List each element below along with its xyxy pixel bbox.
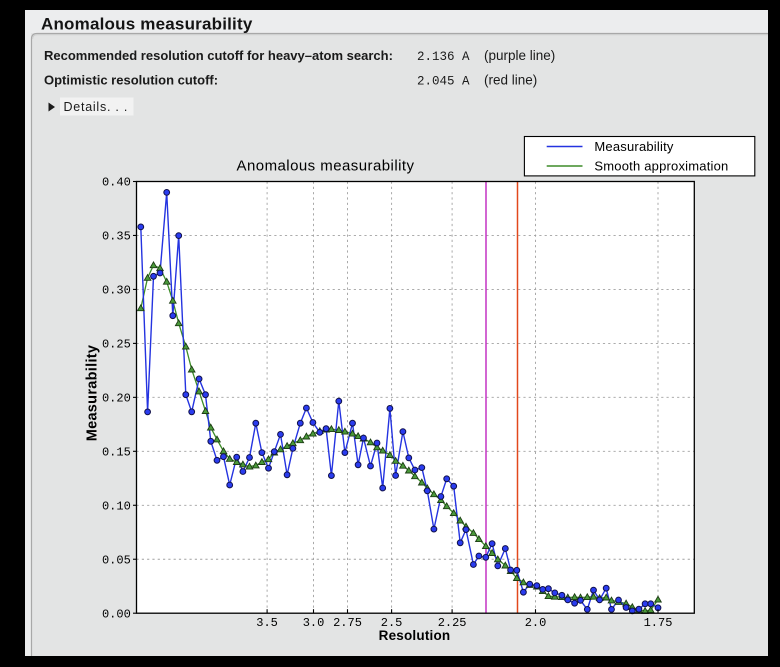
svg-text:2.5: 2.5 [381,616,403,630]
svg-text:0.25: 0.25 [102,338,131,352]
svg-text:Recommended resolution cutoff: Recommended resolution cutoff for heavy–… [44,48,393,63]
svg-text:0.00: 0.00 [102,607,131,621]
svg-text:2.75: 2.75 [333,616,362,630]
svg-text:3.5: 3.5 [256,616,278,630]
svg-text:Anomalous measurability: Anomalous measurability [41,15,253,34]
svg-text:0.05: 0.05 [102,553,131,567]
svg-text:2.0: 2.0 [525,616,547,630]
svg-text:Measurability: Measurability [85,345,101,442]
svg-text:3.0: 3.0 [303,616,325,630]
svg-text:(purple line): (purple line) [484,48,555,63]
svg-text:(red line): (red line) [484,73,537,88]
svg-text:Details. . .: Details. . . [64,100,129,114]
svg-text:0.35: 0.35 [102,230,131,244]
svg-text:0.40: 0.40 [102,176,131,190]
svg-text:Resolution: Resolution [379,628,451,643]
svg-text:0.10: 0.10 [102,500,131,514]
svg-text:2.045 A: 2.045 A [417,75,470,89]
svg-text:0.30: 0.30 [102,284,131,298]
svg-text:1.75: 1.75 [644,616,673,630]
svg-text:Optimistic resolution cutoff:: Optimistic resolution cutoff: [44,73,218,88]
svg-text:Anomalous measurability: Anomalous measurability [237,158,415,175]
svg-text:2.25: 2.25 [438,616,467,630]
svg-text:0.20: 0.20 [102,392,131,406]
svg-text:2.136 A: 2.136 A [417,50,470,64]
svg-text:Measurability: Measurability [594,139,673,154]
svg-text:0.15: 0.15 [102,446,131,460]
svg-text:Smooth approximation: Smooth approximation [594,159,728,174]
